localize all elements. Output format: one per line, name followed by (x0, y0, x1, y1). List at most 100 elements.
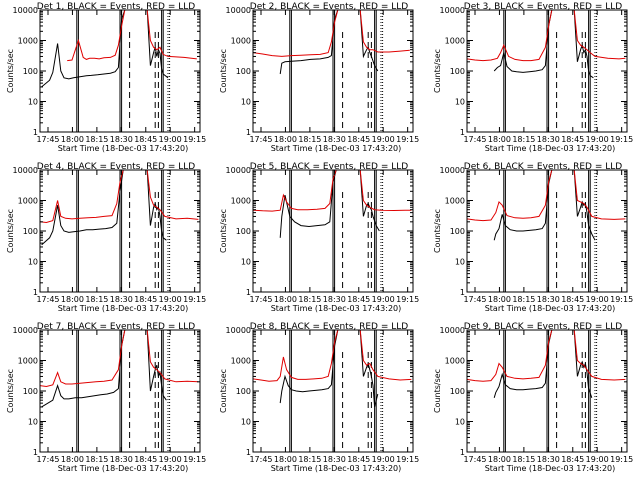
y-tick-label: 1 (246, 128, 251, 137)
x-tick-label: 18:00 (61, 295, 84, 304)
y-tick-label: 10 (28, 98, 38, 107)
y-tick-label: 10000 (440, 326, 465, 335)
series-lld-line (466, 329, 626, 382)
x-tick-label: 18:15 (85, 455, 108, 464)
panel-det-3: 1 10 100 1000 10000 17:45 18:00 18:15 18:30 18:45… (433, 2, 633, 153)
chart-title: Det 1, BLACK = Events, RED = LLD (37, 2, 196, 12)
series-lld-line (252, 169, 412, 212)
x-tick-label: 18:30 (323, 295, 346, 304)
x-tick-label: 19:00 (586, 295, 609, 304)
x-tick-label: 18:00 (61, 455, 84, 464)
x-tick-label: 17:45 (36, 295, 59, 304)
x-axis-label: Start Time (18-Dec-03 17:43:20) (271, 464, 402, 473)
y-tick-label: 1 (460, 128, 465, 137)
x-tick-label: 18:00 (488, 455, 511, 464)
y-tick-label: 1000 (445, 357, 465, 366)
x-tick-label: 19:15 (183, 455, 206, 464)
series-events-line (493, 9, 594, 79)
y-tick-label: 10 (455, 258, 465, 267)
y-axis-label: Counts/sec (6, 49, 15, 93)
x-tick-label: 19:15 (396, 295, 419, 304)
y-tick-label: 10000 (13, 166, 38, 175)
x-tick-label: 18:45 (134, 455, 157, 464)
x-tick-label: 18:30 (537, 295, 560, 304)
x-tick-label: 18:00 (488, 135, 511, 144)
series-lld-line (466, 9, 626, 62)
y-tick-label: 1000 (18, 357, 38, 366)
y-tick-label: 10 (455, 98, 465, 107)
y-tick-label: 10000 (13, 326, 38, 335)
y-axis-label: Counts/sec (219, 49, 228, 93)
x-tick-label: 18:15 (512, 135, 535, 144)
x-tick-label: 19:00 (159, 455, 182, 464)
x-tick-label: 19:00 (372, 455, 395, 464)
x-tick-label: 17:45 (249, 455, 272, 464)
x-tick-label: 18:30 (537, 455, 560, 464)
series-events-line (493, 169, 596, 241)
y-axis-label: Counts/sec (433, 49, 442, 93)
x-tick-label: 17:45 (249, 295, 272, 304)
x-tick-label: 19:00 (372, 295, 395, 304)
panel-det-2: 1 10 100 1000 10000 17:45 18:00 18:15 18:30 18:45… (219, 2, 419, 153)
x-tick-label: 19:00 (586, 455, 609, 464)
x-tick-label: 19:15 (396, 135, 419, 144)
y-tick-label: 10000 (440, 6, 465, 15)
x-tick-label: 17:45 (463, 455, 486, 464)
y-tick-label: 10 (241, 418, 251, 427)
x-tick-label: 18:30 (110, 295, 133, 304)
y-axis-label: Counts/sec (219, 369, 228, 413)
panel-det-9: 1 10 100 1000 10000 17:45 18:00 18:15 18:30 18:45… (433, 322, 633, 473)
chart-title: Det 3, BLACK = Events, RED = LLD (464, 2, 623, 12)
y-tick-label: 10000 (226, 166, 251, 175)
panel-det-8: 1 10 100 1000 10000 17:45 18:00 18:15 18:30 18:45… (219, 322, 419, 473)
y-tick-label: 100 (450, 387, 465, 396)
y-tick-label: 10000 (226, 6, 251, 15)
x-tick-label: 19:15 (183, 135, 206, 144)
x-axis-label: Start Time (18-Dec-03 17:43:20) (485, 464, 616, 473)
y-tick-label: 1 (460, 288, 465, 297)
series-events-line (279, 329, 379, 408)
x-tick-label: 19:15 (610, 295, 633, 304)
y-tick-label: 1 (246, 448, 251, 457)
series-lld-line (252, 329, 412, 382)
x-tick-label: 18:00 (488, 295, 511, 304)
y-tick-label: 10 (455, 418, 465, 427)
x-tick-label: 18:00 (274, 295, 297, 304)
series-lld-line (252, 9, 410, 57)
x-axis-label: Start Time (18-Dec-03 17:43:20) (485, 304, 616, 313)
x-tick-label: 18:30 (323, 135, 346, 144)
y-tick-label: 1000 (231, 357, 251, 366)
y-tick-label: 10000 (226, 326, 251, 335)
y-tick-label: 1 (33, 128, 38, 137)
y-tick-label: 100 (236, 227, 251, 236)
x-tick-label: 18:00 (274, 455, 297, 464)
x-tick-label: 18:45 (347, 295, 370, 304)
x-tick-label: 18:45 (561, 295, 584, 304)
y-tick-label: 100 (236, 387, 251, 396)
x-tick-label: 19:15 (183, 295, 206, 304)
x-tick-label: 17:45 (36, 135, 59, 144)
y-tick-label: 100 (23, 227, 38, 236)
x-tick-label: 18:15 (512, 455, 535, 464)
y-tick-label: 100 (236, 67, 251, 76)
y-tick-label: 1 (33, 288, 38, 297)
series-events-line (493, 329, 593, 398)
x-tick-label: 18:30 (537, 135, 560, 144)
chart-title: Det 5, BLACK = Events, RED = LLD (250, 162, 409, 172)
y-tick-label: 1 (246, 288, 251, 297)
y-tick-label: 100 (23, 67, 38, 76)
y-tick-label: 10 (28, 418, 38, 427)
x-tick-label: 19:00 (372, 135, 395, 144)
y-tick-label: 10 (28, 258, 38, 267)
x-tick-label: 18:45 (561, 455, 584, 464)
x-tick-label: 19:00 (159, 135, 182, 144)
y-axis-label: Counts/sec (6, 209, 15, 253)
x-tick-label: 18:30 (110, 135, 133, 144)
series-events-line (41, 329, 167, 408)
x-tick-label: 18:15 (85, 295, 108, 304)
x-tick-label: 18:45 (347, 135, 370, 144)
y-tick-label: 1 (33, 448, 38, 457)
y-tick-label: 1000 (18, 197, 38, 206)
y-axis-label: Counts/sec (433, 369, 442, 413)
x-tick-label: 19:15 (396, 455, 419, 464)
